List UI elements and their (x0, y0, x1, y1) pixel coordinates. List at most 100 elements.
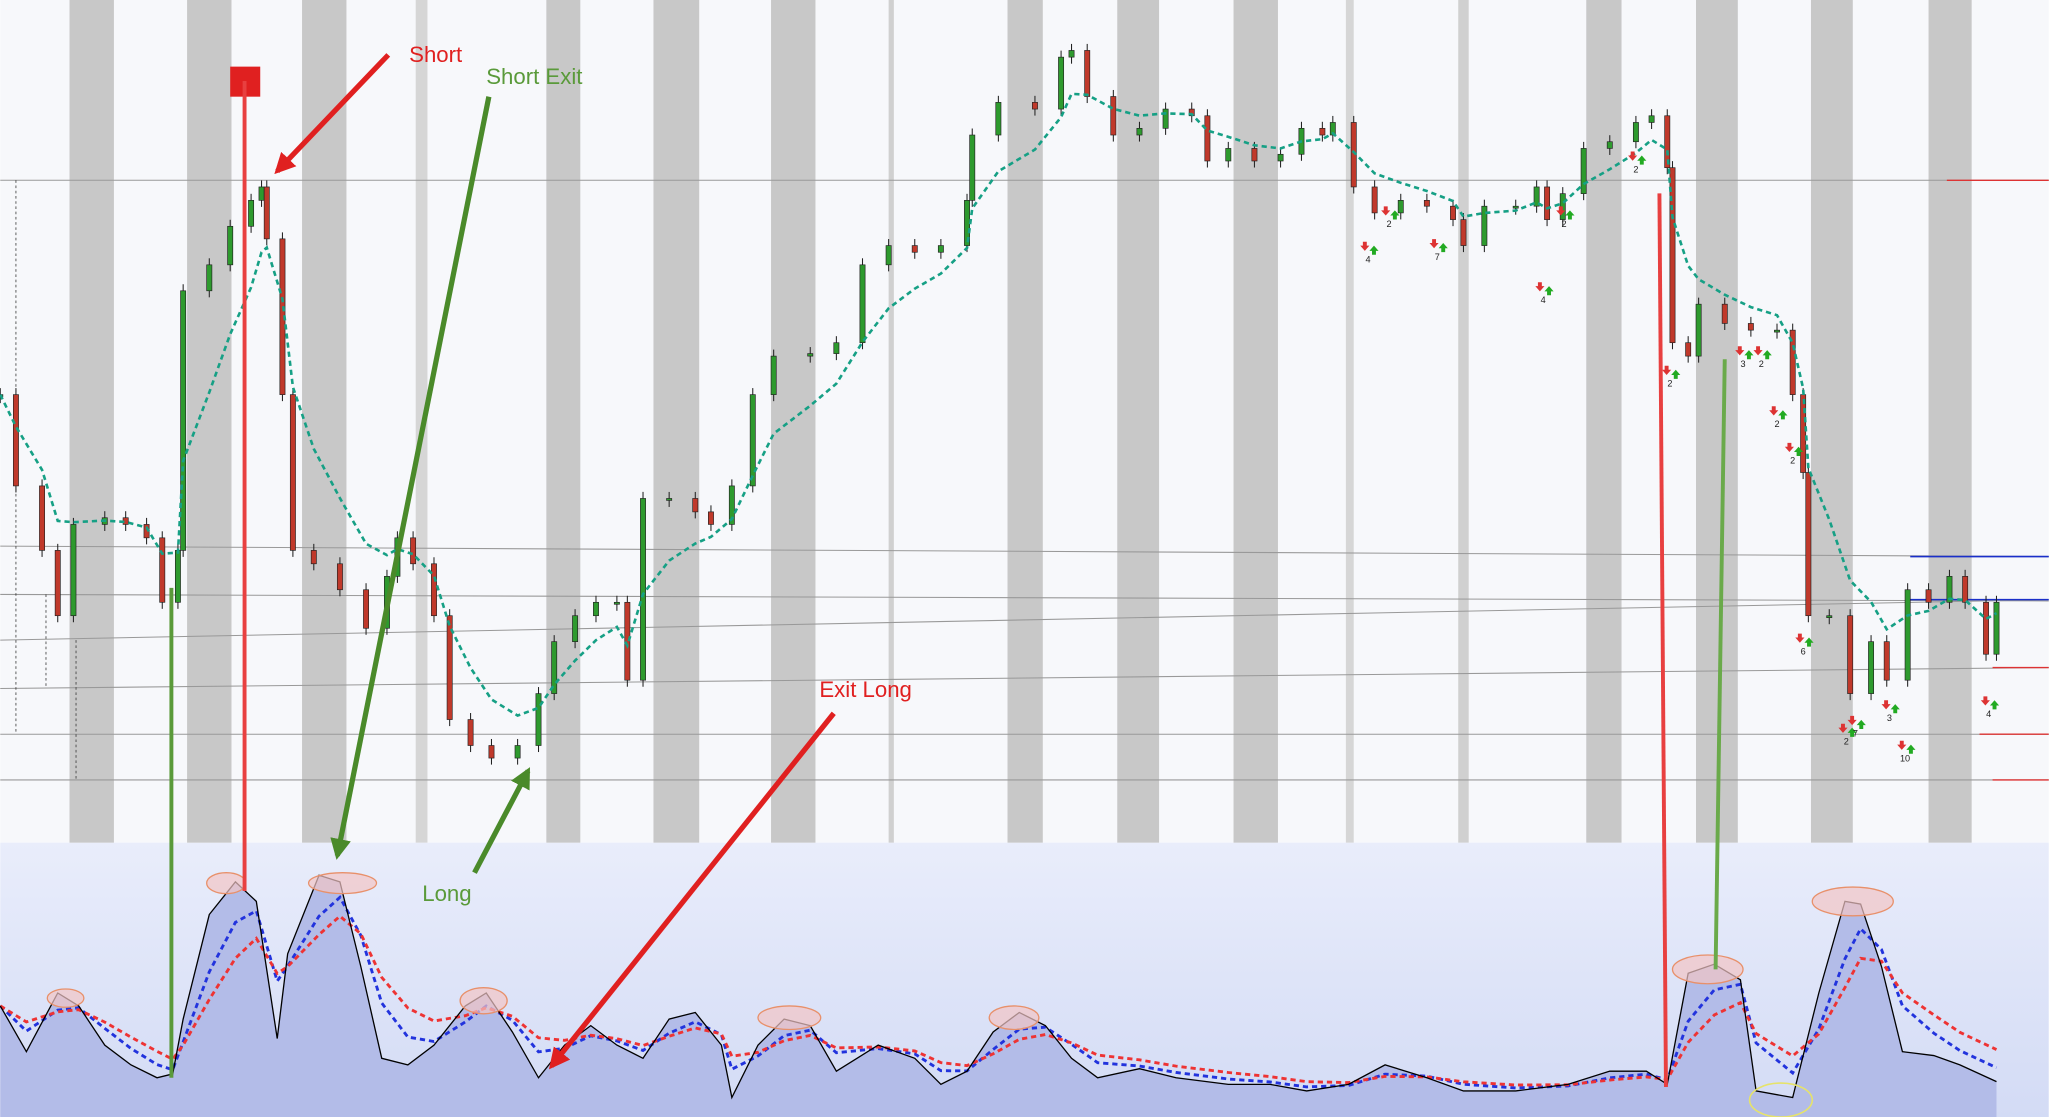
candle (1058, 56, 1065, 110)
candle (1685, 342, 1692, 357)
candle (1162, 108, 1169, 129)
oscillator-area (0, 875, 1997, 1117)
session-band (1233, 0, 1278, 843)
candle (1277, 153, 1284, 162)
candle (1533, 186, 1540, 207)
signal-count: 2 (1562, 219, 1567, 229)
candle (1136, 128, 1143, 136)
annotation: Exit Long (819, 677, 912, 702)
signal-arrow-up (1847, 727, 1857, 737)
signal-count: 3 (1887, 713, 1892, 723)
session-band (546, 0, 581, 843)
signal-count: 2 (1774, 419, 1779, 429)
candle (1481, 205, 1488, 246)
signal-arrow-down (1662, 365, 1672, 375)
candle (624, 601, 631, 681)
signal-arrow-down (1753, 346, 1763, 356)
signal-arrow-down (1847, 715, 1857, 726)
signal-arrow-down (1881, 700, 1891, 710)
signal-arrow-down (1769, 406, 1779, 416)
signal-count: 4 (1986, 709, 1991, 719)
signal-count: 7 (1853, 729, 1858, 739)
signal-arrow-down (1735, 346, 1745, 356)
candle (446, 615, 453, 720)
candle (640, 498, 646, 681)
signal-arrow-down (1838, 723, 1848, 733)
signal-count: 6 (1801, 646, 1806, 656)
session-band (1007, 0, 1043, 843)
signal-arrow-up (1890, 704, 1900, 714)
signal-arrow-up (1989, 700, 2000, 710)
session-band (302, 0, 347, 843)
annotation: Short (409, 42, 462, 67)
candle (1805, 472, 1812, 617)
session-band (1928, 0, 1972, 843)
signal-count: 10 (1900, 753, 1910, 763)
candle (1251, 148, 1258, 162)
candle (1084, 50, 1091, 97)
candle (1068, 50, 1075, 58)
candle (488, 745, 495, 759)
candle (1632, 122, 1639, 143)
candle (1946, 576, 1953, 603)
signal-arrow-up (1369, 245, 1379, 255)
candle (12, 394, 19, 487)
candle (180, 290, 187, 551)
signal-arrow-up (1793, 446, 1804, 456)
signal-arrow-up (1637, 155, 1647, 165)
candle (1580, 148, 1587, 194)
candle (227, 225, 234, 266)
annotation: Short Exit (486, 64, 582, 89)
candle (770, 355, 777, 395)
candle (728, 485, 735, 525)
signal-arrow-down (1360, 241, 1370, 251)
candle (514, 745, 521, 759)
price-plot (0, 43, 2000, 765)
signal-arrow-down (1535, 282, 1545, 292)
candle (206, 264, 213, 292)
session-band (1586, 0, 1622, 843)
candle (833, 342, 840, 354)
candle (551, 641, 558, 694)
candle (289, 394, 296, 551)
candle (174, 550, 181, 603)
candle (692, 498, 699, 513)
signal-count: 2 (1759, 359, 1764, 369)
signal-count: 2 (1633, 164, 1638, 174)
session-bands (69, 0, 1972, 843)
candle (1847, 615, 1854, 694)
candle (1512, 205, 1519, 209)
candle (410, 537, 417, 565)
session-band (1345, 0, 1354, 843)
signal-arrow-up (1671, 369, 1681, 379)
signal-arrow-up (1390, 210, 1400, 220)
candle (1204, 115, 1211, 162)
signal-arrow-up (1778, 410, 1788, 420)
signal-arrow-up (1438, 242, 1448, 253)
candle (749, 394, 756, 487)
candle (1110, 96, 1117, 136)
candle (1371, 186, 1378, 214)
candle (1544, 186, 1551, 220)
candle (310, 550, 317, 565)
candle (535, 693, 542, 746)
session-band (1696, 0, 1738, 843)
session-band (187, 0, 232, 843)
candle (1904, 589, 1911, 681)
candle (1350, 122, 1357, 188)
session-band (888, 0, 894, 843)
signal-arrow-up (1762, 350, 1772, 360)
signal-count: 2 (1386, 219, 1391, 229)
candle (159, 537, 166, 603)
candle (613, 601, 620, 605)
annotations: Short Short Exit Long Exit Long (46, 42, 1894, 1117)
signal-arrow-down (1784, 442, 1794, 453)
candle (593, 601, 599, 617)
candle (1868, 641, 1875, 694)
signal-arrow-up (1804, 637, 1814, 647)
signal-arrow-up (1544, 286, 1554, 296)
candle (1983, 601, 1989, 655)
candle (859, 264, 866, 344)
